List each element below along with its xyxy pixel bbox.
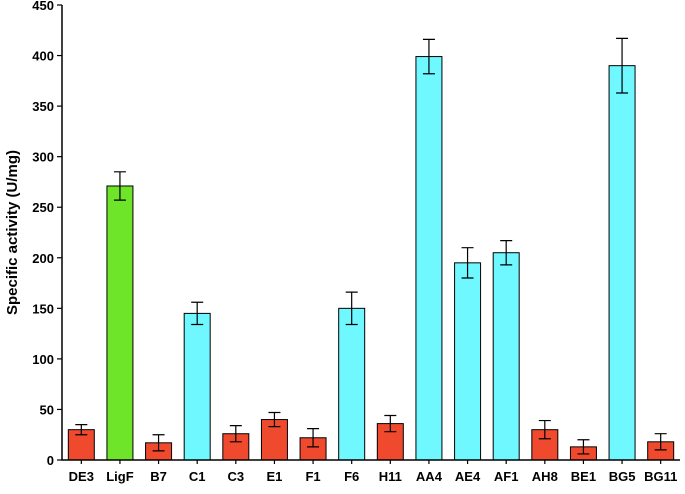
error-bar-ah8 (538, 419, 551, 440)
error-bar-be1 (577, 439, 590, 455)
x-tick-label: BG5 (609, 469, 636, 484)
bar-ae4 (454, 262, 482, 461)
x-tick-label: C1 (189, 469, 206, 484)
x-tick-label: E1 (266, 469, 282, 484)
y-tick-label: 100 (32, 352, 54, 367)
error-bar-bg11 (654, 433, 667, 451)
error-bar-aa4 (422, 38, 435, 75)
x-tick-label: DE3 (69, 469, 94, 484)
x-tick-label: BG11 (644, 469, 677, 484)
error-bar-h11 (384, 414, 397, 433)
x-tick-label: LigF (106, 469, 133, 484)
y-tick-label: 150 (32, 301, 54, 316)
error-bar-f6 (345, 291, 358, 326)
error-bar-c3 (229, 425, 242, 443)
x-tick-label: H11 (379, 469, 402, 484)
x-tick-label: AH8 (532, 469, 558, 484)
x-tick-label: B7 (150, 469, 167, 484)
x-tick-label: F1 (305, 469, 320, 484)
y-tick-label: 200 (32, 251, 54, 266)
error-bar-f1 (307, 428, 320, 448)
bar-c1 (183, 312, 211, 461)
x-tick-label: AF1 (494, 469, 519, 484)
y-tick-label: 350 (32, 99, 54, 114)
y-axis-label: Specific activity (U/mg) (4, 150, 21, 315)
error-bar-e1 (268, 411, 281, 428)
x-tick-label: AE4 (455, 469, 481, 484)
bar-bg5 (608, 65, 636, 461)
error-bar-ae4 (461, 247, 474, 279)
bar-f6 (338, 307, 366, 461)
error-bar-de3 (75, 424, 88, 436)
bar-aa4 (415, 56, 443, 461)
x-tick-label: C3 (228, 469, 245, 484)
y-tick-label: 300 (32, 150, 54, 165)
y-tick-label: 250 (32, 200, 54, 215)
axis-frame (61, 5, 680, 461)
x-tick-label: AA4 (416, 469, 443, 484)
bar-af1 (492, 252, 520, 461)
error-bar-bg5 (616, 37, 629, 94)
y-axis-ticks: 0 50 100 150 200 250 300 350 400 450 (32, 0, 62, 468)
y-tick-label: 0 (47, 453, 54, 468)
bars-group (67, 56, 675, 461)
error-bar-af1 (500, 239, 513, 266)
y-tick-label: 50 (40, 402, 54, 417)
y-tick-label: 400 (32, 49, 54, 64)
y-tick-label: 450 (32, 0, 54, 13)
x-axis-ticks: DE3 LigF B7 C1 C3 E1 F1 F6 H11 AA4 AE4 AF1 AH8 BE1 BG5… (69, 460, 677, 484)
bar-ligf (106, 185, 134, 461)
x-tick-label: BE1 (571, 469, 596, 484)
error-bar-ligf (113, 171, 126, 201)
x-tick-label: F6 (344, 469, 359, 484)
error-bar-b7 (152, 434, 165, 452)
error-bar-c1 (191, 301, 204, 326)
error-bars-group (75, 37, 667, 455)
